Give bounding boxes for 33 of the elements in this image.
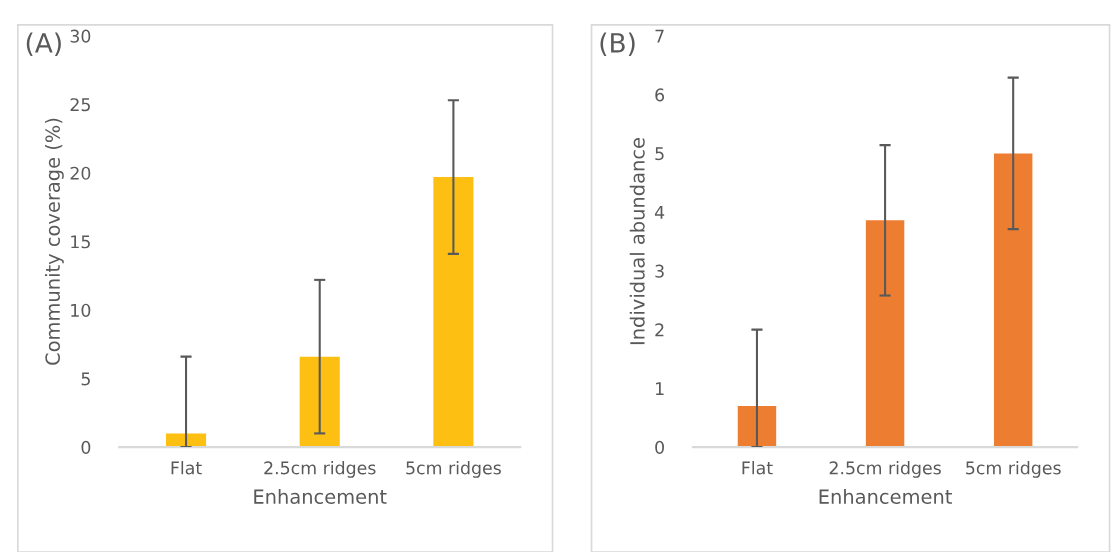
y-tick-label: 0	[655, 440, 664, 454]
y-tick-label: 4	[654, 206, 665, 219]
x-axis-title: Enhancement	[254, 488, 387, 504]
y-tick-label: 20	[70, 166, 91, 180]
chart-title: (A)	[26, 32, 61, 56]
x-tick-label: 5cm ridges	[966, 461, 1061, 478]
bar	[865, 220, 905, 448]
y-tick-label: 2	[655, 323, 664, 337]
y-axis-title: Individual abundance	[629, 138, 645, 345]
y-tick-label: 5	[81, 372, 90, 386]
bar	[737, 406, 777, 448]
x-axis-title: Enhancement	[819, 488, 952, 504]
x-tick-label: 2.5cm ridges	[829, 461, 941, 478]
y-tick-label: 5	[655, 147, 664, 161]
bar	[993, 153, 1033, 448]
bar	[165, 433, 207, 448]
y-tick-label: 30	[70, 29, 91, 43]
x-tick-label: Flat	[171, 461, 202, 475]
chart-title: (B)	[600, 32, 635, 56]
y-tick-label: 7	[655, 29, 664, 43]
y-tick-label: 3	[655, 264, 664, 278]
y-tick-label: 10	[71, 303, 91, 317]
bar	[433, 177, 474, 448]
x-tick-label: 2.5cm ridges	[264, 461, 376, 478]
x-tick-label: Flat	[742, 461, 773, 475]
bar	[299, 356, 340, 448]
y-tick-label: 1	[655, 382, 664, 395]
y-tick-label: 6	[655, 88, 665, 102]
y-tick-label: 0	[81, 440, 91, 454]
x-tick-label: 5cm ridges	[406, 461, 501, 478]
y-tick-label: 25	[70, 98, 90, 112]
y-tick-label: 15	[71, 235, 90, 249]
y-axis-title: Community coverage (%)	[44, 118, 64, 365]
